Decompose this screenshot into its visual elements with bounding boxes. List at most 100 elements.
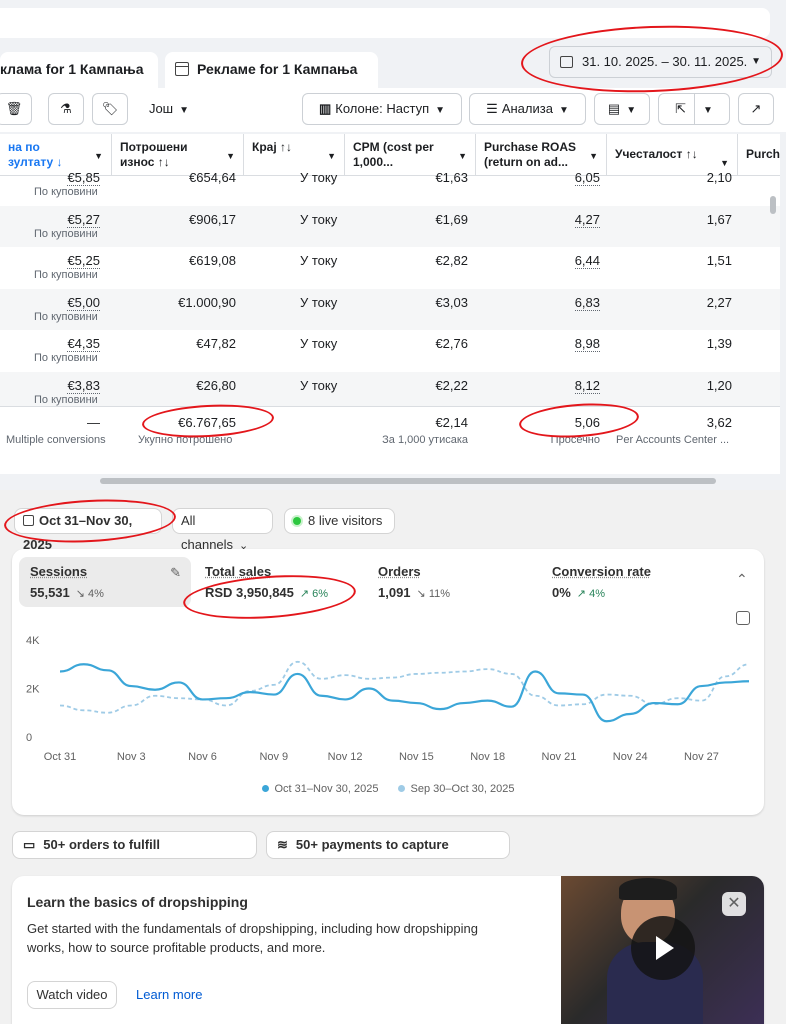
delete-button[interactable]: 🗑 [0,93,32,125]
column-header-end[interactable]: Крај ↑↓ ▼ [244,134,345,176]
metric-value: 55,531 [30,585,70,600]
chevron-down-icon: ▼ [226,151,235,161]
metric-orders[interactable]: Orders 1,091 ↘ 11% [367,557,537,607]
column-header-roas[interactable]: Purchase ROAS (return on ad... ▼ [476,134,607,176]
cpm-cell: €2,82 [435,253,468,268]
summary-result: — [87,415,100,430]
table-row[interactable]: €3,83 По куповини €26,80 У току €2,22 8,12 1,2… [0,371,780,413]
payments-to-capture-button[interactable]: ≋ 50+ payments to capture [266,831,510,859]
learn-more-label: Learn more [136,987,203,1002]
date-filter-button[interactable]: Oct 31–Nov 30, 2025 [14,508,162,552]
ads-manager-panel: клама for 1 Кампања Рекламе for 1 Кампањ… [0,0,786,490]
tab-campaign-ads[interactable]: клама for 1 Кампања [0,52,158,88]
chevron-down-icon: ▼ [458,151,467,161]
cost-per-result: €5,25 [67,253,100,269]
learn-body: Get started with the fundamentals of dro… [27,921,478,955]
header-label: Потрошени износ ↑↓ [120,140,188,169]
sessions-line-chart: 4K 2K 0 Oct 31 Nov 3 Nov 6 Nov 9 Nov 12 Nov 15 No… [26,635,750,763]
tab-ads[interactable]: Рекламе for 1 Кампања [165,52,378,88]
table-row[interactable]: €5,85 По куповини €654,64 У току €1,63 6,05 2,… [0,164,780,205]
reports-button[interactable]: ▤ ▼ [594,93,650,125]
more-button[interactable]: Још ▼ [138,93,200,125]
tag-button[interactable]: 🏷 [92,93,128,125]
toolbar: 🗑 ⚗ 🏷 Још ▼ ▥ Колоне: Наступ ▼ ☰ Анализа ▼ ▤ ▼… [0,88,786,132]
metric-value: 0% [552,585,571,600]
chevron-down-icon: ▼ [589,151,598,161]
legend-swatch-previous [397,785,405,792]
search-bar[interactable] [0,8,770,38]
tab-label: клама for 1 Кампања [0,61,144,77]
vertical-scrollbar[interactable] [770,196,776,214]
table-row[interactable]: €4,35 По куповини €47,82 У току €2,76 8,98 1,3… [0,330,780,371]
tag-icon: 🏷 [101,101,119,116]
live-visitors-button[interactable]: 8 live visitors [284,508,395,534]
payments-label: 50+ payments to capture [295,837,449,852]
metric-label: Orders [378,564,421,579]
cost-per-result: €3,83 [67,377,100,394]
chart-button[interactable]: ↗ [738,93,774,125]
test-button[interactable]: ⚗ [48,93,84,125]
learn-title: Learn the basics of dropshipping [27,894,248,910]
frequency-cell: 1,51 [706,253,732,268]
summary-spend: €6.767,65 [178,415,236,430]
learn-more-link[interactable]: Learn more [136,987,202,1002]
video-thumbnail[interactable]: ✕ [561,876,764,1024]
column-header-cpm[interactable]: CPM (cost per 1,000... ▼ [345,134,476,176]
date-range-picker[interactable]: 31. 10. 2025. – 30. 11. 2025. ▼ [549,46,772,78]
table-row[interactable]: €5,27 По куповини €906,17 У току €1,69 4,27 1,… [0,205,780,247]
result-type: По куповини [34,269,98,281]
chevron-down-icon: ▼ [703,105,713,116]
chevron-up-icon[interactable]: ⌃ [736,571,748,587]
end-cell: У току [300,294,338,310]
metric-total-sales[interactable]: Total sales RSD 3,950,845 ↗ 6% [194,557,364,607]
column-header-cost-per-result[interactable]: на по зултату ↓ ▼ [0,134,112,176]
frequency-cell: 2,10 [706,170,732,185]
summary-row: — Multiple conversions €6.767,65 Укупно … [0,406,780,450]
column-header-spend[interactable]: Потрошени износ ↑↓ ▼ [112,134,244,176]
header-label: Purchase ROAS (return on ad... [484,140,577,169]
trash-icon: 🗑 [5,101,23,116]
orders-to-fulfill-button[interactable]: ▭ 50+ orders to fulfill [12,831,257,859]
x-tick-label: Nov 24 [613,751,648,763]
end-cell: У току [300,211,338,227]
cpm-cell: €1,69 [435,211,468,227]
cost-per-result: €5,27 [67,211,100,228]
table-row[interactable]: €5,25 По куповини €619,08 У току €2,82 6,44 1,… [0,247,780,288]
metric-conversion-rate[interactable]: Conversion rate 0% ↗ 4% [541,557,721,607]
play-button[interactable] [631,916,695,980]
export-button[interactable]: ⇱ ▼ [658,93,730,125]
metric-sessions[interactable]: Sessions 55,531 ↘ 4% ✎ [19,557,191,607]
roas-cell: 4,27 [574,211,600,228]
cost-per-result: €5,00 [67,294,100,311]
x-tick-label: Nov 3 [117,751,146,763]
summary-spend-sub: Укупно потрошено [138,434,233,446]
learn-dropshipping-card: Learn the basics of dropshipping Get sta… [12,876,764,1024]
analysis-button[interactable]: ☰ Анализа ▼ [469,93,586,125]
channels-filter-button[interactable]: All channels ⌄ [172,508,273,552]
zoom-chart-icon[interactable] [736,611,750,625]
x-tick-label: Nov 27 [684,751,719,763]
header-label: Учесталост ↑↓ [615,147,698,161]
cpm-cell: €2,76 [435,336,468,351]
header-label: Крај ↑↓ [252,140,292,154]
chevron-down-icon: ▼ [626,105,637,116]
report-icon: ▤ [607,101,621,116]
table-row[interactable]: €5,00 По куповини €1.000,90 У току €3,03 6,83… [0,288,780,330]
horizontal-scrollbar[interactable] [100,478,716,484]
summary-roas-sub: Просечно [550,434,600,446]
column-header-frequency[interactable]: Учесталост ↑↓ ▼ [607,134,738,176]
chart-legend: Oct 31–Nov 30, 2025 Sep 30–Oct 30, 2025 [12,783,764,795]
column-header-purchases[interactable]: Purch [738,134,780,176]
chevron-down-icon: ▼ [179,105,190,116]
columns-button[interactable]: ▥ Колоне: Наступ ▼ [302,93,462,125]
roas-cell: 8,12 [574,377,600,394]
close-icon[interactable]: ✕ [722,892,746,916]
x-tick-label: Oct 31 [44,751,76,763]
edit-pencil-icon[interactable]: ✎ [170,565,181,580]
cost-per-result: €5,85 [67,170,100,186]
watch-video-button[interactable]: Watch video [27,981,117,1009]
date-filter-label: Oct 31–Nov 30, 2025 [23,513,133,552]
x-tick-label: Nov 12 [328,751,363,763]
end-cell: У току [300,377,338,393]
chevron-down-icon: ⌄ [239,540,249,552]
